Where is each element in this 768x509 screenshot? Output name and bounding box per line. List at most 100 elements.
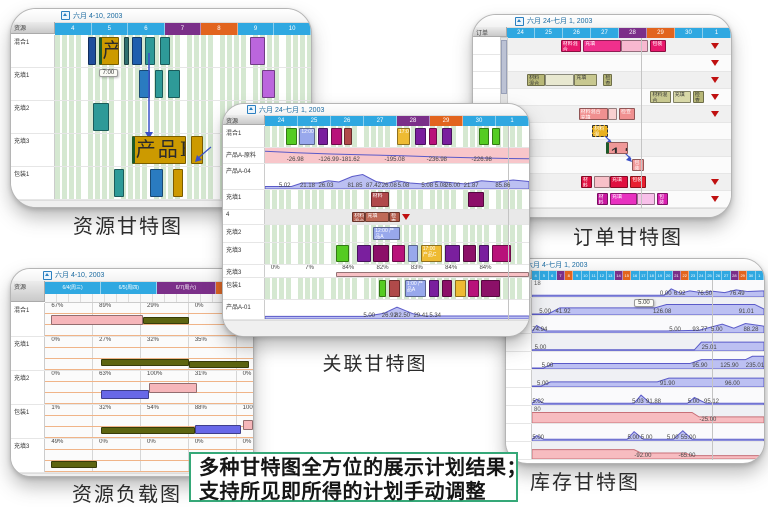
timeline-day-cell[interactable]: 10: [274, 23, 311, 35]
task-bar[interactable]: 检查: [389, 212, 400, 222]
task-bar[interactable]: 材料混合: [527, 74, 546, 86]
task-bar[interactable]: 检查: [692, 91, 705, 103]
row-label[interactable]: 充填2: [11, 371, 45, 404]
timeline-day-cell[interactable]: 25: [298, 116, 331, 126]
timeline-day-cell[interactable]: 27: [364, 116, 397, 126]
titlebar[interactable]: 六月 4-10, 2003: [11, 269, 253, 282]
scale-select-icon[interactable]: [61, 11, 70, 20]
task-bar[interactable]: [407, 245, 419, 262]
scale-select-icon[interactable]: [247, 105, 256, 114]
task-bar[interactable]: 产品B: [131, 136, 186, 164]
row-label[interactable]: 充填1: [11, 337, 45, 370]
task-bar[interactable]: [149, 383, 197, 393]
task-bar[interactable]: [149, 169, 163, 197]
task-bar[interactable]: [389, 280, 400, 297]
scale-select-icon[interactable]: [43, 270, 52, 280]
due-date-marker-icon[interactable]: [710, 60, 719, 66]
row-label[interactable]: 充填3: [223, 243, 265, 264]
task-bar[interactable]: [492, 245, 511, 262]
task-bar[interactable]: [428, 128, 437, 145]
task-bar[interactable]: 充填: [583, 40, 622, 52]
due-date-marker-icon[interactable]: [710, 94, 719, 100]
task-bar[interactable]: [607, 108, 617, 120]
timeline-day-cell[interactable]: 11: [589, 271, 599, 280]
task-bar[interactable]: [139, 70, 150, 98]
due-date-marker-icon[interactable]: [402, 214, 411, 220]
task-bar[interactable]: [444, 245, 461, 262]
task-bar[interactable]: [441, 280, 453, 297]
timeline-day-cell[interactable]: 7: [164, 23, 202, 35]
task-bar[interactable]: 充填: [610, 193, 637, 205]
task-bar[interactable]: [113, 169, 125, 197]
scale-select-icon[interactable]: [515, 16, 524, 26]
task-bar[interactable]: [51, 315, 143, 325]
row-label[interactable]: 包装1: [11, 167, 55, 199]
row-label[interactable]: 充填1: [11, 68, 55, 100]
timeline-day-cell[interactable]: 4: [55, 23, 92, 35]
task-bar[interactable]: [468, 280, 479, 297]
task-bar[interactable]: [378, 280, 387, 297]
task-bar[interactable]: 材料混合: [560, 40, 581, 52]
timeline-day-cell[interactable]: 6: [548, 271, 557, 280]
due-date-marker-icon[interactable]: [710, 179, 719, 185]
timeline-day-cell[interactable]: 28: [397, 116, 430, 126]
due-date-marker-icon[interactable]: [710, 77, 719, 83]
due-date-marker-icon[interactable]: [710, 43, 719, 49]
task-bar[interactable]: 材料: [596, 193, 608, 205]
scrollbar-thumb[interactable]: [501, 40, 507, 94]
titlebar[interactable]: 六月 4-七月 1, 2003: [506, 259, 764, 271]
task-bar[interactable]: [172, 169, 183, 197]
timeline-day-cell[interactable]: 17: [639, 271, 648, 280]
task-bar[interactable]: [478, 245, 490, 262]
timeline-day-cell[interactable]: 29: [739, 271, 748, 280]
row-label[interactable]: 产品A-原料: [223, 148, 265, 163]
timeline-day-cell[interactable]: 9: [237, 23, 275, 35]
row-label[interactable]: [506, 370, 532, 387]
row-label[interactable]: 充填1: [223, 190, 265, 209]
timeline-day-cell[interactable]: 30: [463, 116, 496, 126]
task-bar[interactable]: [373, 245, 390, 262]
task-bar[interactable]: [286, 128, 297, 145]
due-date-marker-icon[interactable]: [710, 111, 719, 117]
titlebar[interactable]: 六月 24-七月 1, 2003: [223, 104, 529, 116]
task-bar[interactable]: [455, 280, 466, 297]
task-bar[interactable]: [167, 70, 181, 98]
row-label[interactable]: 产品A-01: [223, 300, 265, 319]
timeline-day-cell[interactable]: 29: [430, 116, 463, 126]
row-label[interactable]: 混合1: [223, 126, 265, 147]
timeline-day-cell[interactable]: 1: [703, 28, 731, 38]
task-bar[interactable]: 充填: [672, 91, 691, 103]
task-bar[interactable]: [101, 390, 149, 399]
row-label[interactable]: [506, 388, 532, 405]
timeline-day-cell[interactable]: 27: [722, 271, 731, 280]
row-label[interactable]: [506, 352, 532, 369]
row-label[interactable]: [506, 334, 532, 351]
timeline-day-cell[interactable]: 28: [619, 28, 647, 38]
timeline-day-cell[interactable]: 26: [563, 28, 591, 38]
task-bar[interactable]: 充填: [574, 74, 597, 86]
timeline-header[interactable]: 24 25 26 27 28 29 30 1: [507, 28, 731, 38]
timeline-day-cell[interactable]: 5: [91, 23, 129, 35]
timeline-day-cell[interactable]: 9: [573, 271, 582, 280]
task-bar[interactable]: [51, 461, 97, 468]
timeline-day-cell[interactable]: 18: [647, 271, 657, 280]
task-bar[interactable]: [336, 245, 350, 262]
task-bar[interactable]: [88, 37, 96, 65]
task-bar[interactable]: 材料混合 充填: [578, 108, 608, 120]
timeline-day-cell[interactable]: 5: [540, 271, 549, 280]
timeline-day-cell[interactable]: 30: [747, 271, 756, 280]
task-bar[interactable]: 12:00 产品A: [373, 227, 400, 240]
row-label[interactable]: 包装1: [11, 405, 45, 438]
task-bar[interactable]: 包装: [650, 40, 667, 52]
task-bar[interactable]: [159, 37, 171, 65]
task-bar[interactable]: [357, 245, 371, 262]
row-label[interactable]: 充填2: [11, 101, 55, 133]
task-bar[interactable]: [188, 361, 249, 368]
timeline-day-cell[interactable]: 28: [730, 271, 740, 280]
task-bar[interactable]: [428, 280, 440, 297]
timeline-day-cell[interactable]: 10: [581, 271, 590, 280]
timeline-day-cell[interactable]: 22: [681, 271, 690, 280]
timeline-day-cell[interactable]: 24: [265, 116, 298, 126]
task-bar[interactable]: [463, 245, 477, 262]
task-bar[interactable]: 17:00 产品C: [420, 245, 442, 262]
